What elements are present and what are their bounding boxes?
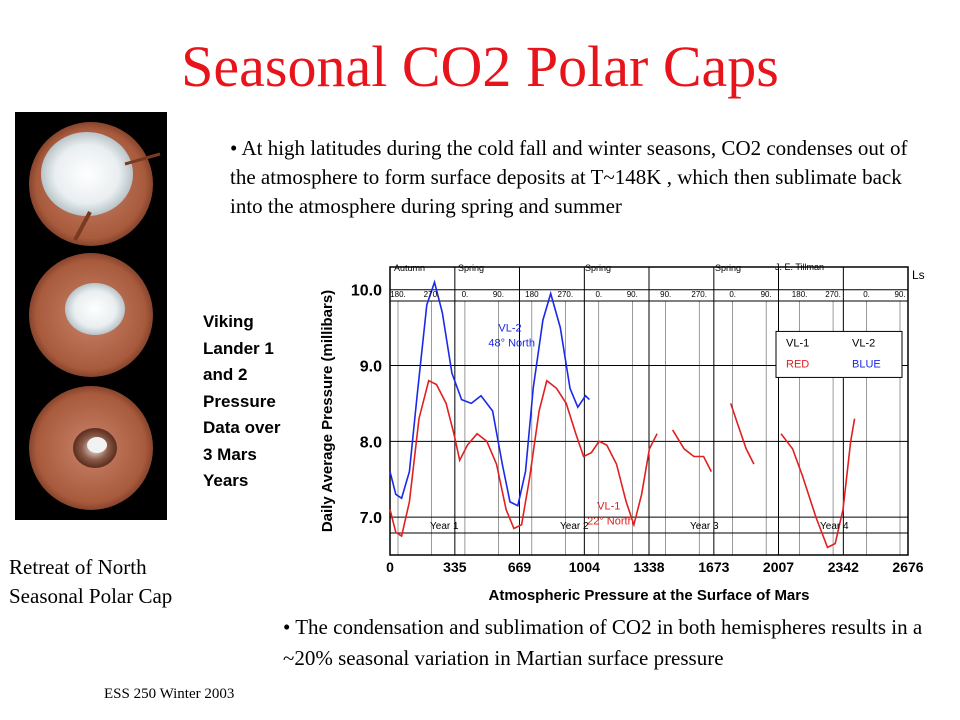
series-line-vl-1 xyxy=(780,418,856,549)
legend-col2: VL-2 xyxy=(852,337,875,349)
series-line-vl-1 xyxy=(389,379,658,538)
ls-tick-label: 0. xyxy=(462,290,469,299)
annotation-vl2-lat: 48° North xyxy=(488,337,535,349)
annotation-vl1-lat: 22° North xyxy=(587,516,634,528)
series-line-vl-2 xyxy=(389,279,590,507)
bullet-top: • At high latitudes during the cold fall… xyxy=(230,136,908,218)
legend-red: RED xyxy=(786,358,809,370)
ls-tick-label: 90. xyxy=(660,290,671,299)
x-tick-label: 2342 xyxy=(828,559,859,575)
series-line-vl-1 xyxy=(671,429,713,472)
ls-tick-label: 180. xyxy=(792,290,808,299)
legend-box xyxy=(775,330,903,378)
ls-tick-label: 270. xyxy=(825,290,841,299)
ls-tick-label: 90. xyxy=(761,290,772,299)
legend-col1: VL-1 xyxy=(786,337,809,349)
ls-tick-label: 270. xyxy=(691,290,707,299)
y-tick-label: 8.0 xyxy=(360,434,382,451)
year-label: Year 2 xyxy=(560,521,589,532)
polar-cap-photos xyxy=(15,112,167,520)
pressure-chart-svg: 7.0 8.0 9.0 10.0 0 335 669 1004 1338 1673 2007 2342… xyxy=(319,262,925,604)
ls-tick-label: 270. xyxy=(424,290,440,299)
y-tick-label: 7.0 xyxy=(360,510,382,527)
ls-tick-label: 90. xyxy=(627,290,638,299)
x-tick-label: 0 xyxy=(386,559,394,575)
ls-tick-label: 90. xyxy=(894,290,905,299)
chart-title: Atmospheric Pressure at the Surface of M… xyxy=(489,587,810,604)
year-label: Year 3 xyxy=(690,521,719,532)
ls-label: Ls xyxy=(912,268,925,282)
y-axis-label: Daily Average Pressure (millibars) xyxy=(319,290,336,532)
author-label: J. E. Tillman xyxy=(775,262,824,272)
legend-blue: BLUE xyxy=(852,358,881,370)
ls-tick-label: 270. xyxy=(558,290,574,299)
season-label: Spring xyxy=(715,263,741,273)
x-tick-label: 335 xyxy=(443,559,467,575)
photo-caption: Retreat of North Seasonal Polar Cap xyxy=(9,555,173,608)
x-tick-label: 1004 xyxy=(569,559,600,575)
ls-tick-label: 180 xyxy=(525,290,539,299)
annotation-vl1: VL-1 xyxy=(597,501,620,513)
ls-tick-label: 0. xyxy=(863,290,870,299)
series-line-vl-1 xyxy=(729,403,755,465)
year-label: Year 4 xyxy=(820,521,849,532)
pressure-chart: 7.0 8.0 9.0 10.0 0 335 669 1004 1338 1673 2007 2342… xyxy=(310,255,930,610)
ls-tick-label: 180. xyxy=(390,290,406,299)
season-label: Autumn xyxy=(394,263,425,273)
year-label: Year 1 xyxy=(430,521,459,532)
bullet-bottom: • The condensation and sublimation of CO… xyxy=(283,615,923,670)
x-tick-label: 1673 xyxy=(698,559,729,575)
side-caption: Viking Lander 1 and 2 Pressure Data over… xyxy=(203,312,281,490)
x-tick-label: 2676 xyxy=(892,559,923,575)
footer: ESS 250 Winter 2003 xyxy=(104,686,235,702)
ls-tick-label: 0. xyxy=(595,290,602,299)
x-tick-label: 669 xyxy=(508,559,532,575)
slide-title: Seasonal CO2 Polar Caps xyxy=(181,34,779,99)
season-label: Spring xyxy=(585,263,611,273)
x-tick-label: 2007 xyxy=(763,559,794,575)
y-tick-label: 9.0 xyxy=(360,359,382,376)
x-tick-label: 1338 xyxy=(633,559,664,575)
y-tick-label: 10.0 xyxy=(351,283,382,300)
ls-tick-label: 90. xyxy=(493,290,504,299)
season-label: Spring xyxy=(458,263,484,273)
annotation-vl2: VL-2 xyxy=(498,322,521,334)
ls-tick-label: 0. xyxy=(729,290,736,299)
